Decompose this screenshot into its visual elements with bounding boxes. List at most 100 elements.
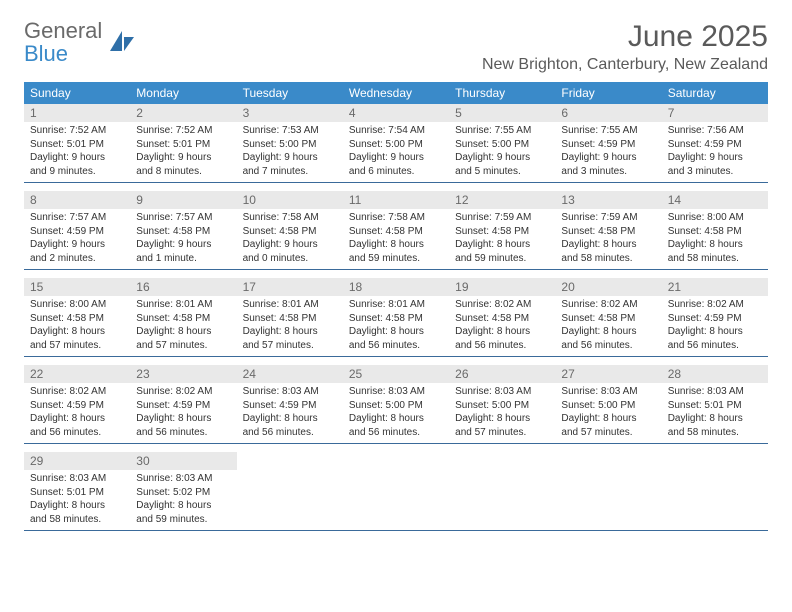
sunset-line: Sunset: 5:00 PM (455, 138, 549, 152)
month-title: June 2025 (482, 20, 768, 54)
day-details: Sunrise: 7:52 AMSunset: 5:01 PMDaylight:… (24, 122, 130, 182)
sunset-line: Sunset: 4:58 PM (136, 312, 230, 326)
sunrise-line: Sunrise: 7:53 AM (243, 124, 337, 138)
calendar-week: 1Sunrise: 7:52 AMSunset: 5:01 PMDaylight… (24, 104, 768, 183)
sunrise-line: Sunrise: 8:03 AM (30, 472, 124, 486)
sunrise-line: Sunrise: 8:03 AM (668, 385, 762, 399)
day-details: Sunrise: 7:57 AMSunset: 4:59 PMDaylight:… (24, 209, 130, 269)
day-number: 6 (555, 104, 661, 122)
calendar-week: 15Sunrise: 8:00 AMSunset: 4:58 PMDayligh… (24, 278, 768, 357)
dow-cell: Tuesday (237, 82, 343, 104)
daylight-line: Daylight: 8 hours and 57 minutes. (136, 325, 230, 352)
sunrise-line: Sunrise: 8:01 AM (349, 298, 443, 312)
calendar-day: 11Sunrise: 7:58 AMSunset: 4:58 PMDayligh… (343, 191, 449, 269)
day-number: 2 (130, 104, 236, 122)
day-number: 12 (449, 191, 555, 209)
day-details: Sunrise: 7:58 AMSunset: 4:58 PMDaylight:… (237, 209, 343, 269)
sunrise-line: Sunrise: 7:58 AM (243, 211, 337, 225)
day-details: Sunrise: 8:03 AMSunset: 5:00 PMDaylight:… (449, 383, 555, 443)
sunrise-line: Sunrise: 8:00 AM (30, 298, 124, 312)
day-number: 16 (130, 278, 236, 296)
day-number: 23 (130, 365, 236, 383)
calendar-day: 24Sunrise: 8:03 AMSunset: 4:59 PMDayligh… (237, 365, 343, 443)
day-number: 29 (24, 452, 130, 470)
day-of-week-header: SundayMondayTuesdayWednesdayThursdayFrid… (24, 82, 768, 104)
sunrise-line: Sunrise: 8:02 AM (455, 298, 549, 312)
dow-cell: Sunday (24, 82, 130, 104)
calendar-day: 26Sunrise: 8:03 AMSunset: 5:00 PMDayligh… (449, 365, 555, 443)
day-number: 10 (237, 191, 343, 209)
day-details: Sunrise: 8:03 AMSunset: 5:01 PMDaylight:… (662, 383, 768, 443)
day-number: 15 (24, 278, 130, 296)
day-number: 30 (130, 452, 236, 470)
dow-cell: Friday (555, 82, 661, 104)
daylight-line: Daylight: 8 hours and 56 minutes. (136, 412, 230, 439)
empty-day (555, 452, 661, 530)
sunset-line: Sunset: 4:58 PM (243, 225, 337, 239)
day-details: Sunrise: 7:55 AMSunset: 4:59 PMDaylight:… (555, 122, 661, 182)
day-details: Sunrise: 8:02 AMSunset: 4:59 PMDaylight:… (24, 383, 130, 443)
sunrise-line: Sunrise: 7:56 AM (668, 124, 762, 138)
daylight-line: Daylight: 8 hours and 56 minutes. (349, 325, 443, 352)
day-details: Sunrise: 7:56 AMSunset: 4:59 PMDaylight:… (662, 122, 768, 182)
sunset-line: Sunset: 4:58 PM (668, 225, 762, 239)
daylight-line: Daylight: 9 hours and 8 minutes. (136, 151, 230, 178)
daylight-line: Daylight: 8 hours and 59 minutes. (349, 238, 443, 265)
day-details: Sunrise: 8:03 AMSunset: 5:01 PMDaylight:… (24, 470, 130, 530)
calendar-day: 27Sunrise: 8:03 AMSunset: 5:00 PMDayligh… (555, 365, 661, 443)
day-details: Sunrise: 8:01 AMSunset: 4:58 PMDaylight:… (237, 296, 343, 356)
logo-general: General (24, 18, 102, 43)
calendar-page: General Blue June 2025 New Brighton, Can… (0, 0, 792, 559)
day-number: 8 (24, 191, 130, 209)
day-details: Sunrise: 8:02 AMSunset: 4:58 PMDaylight:… (449, 296, 555, 356)
calendar-day: 5Sunrise: 7:55 AMSunset: 5:00 PMDaylight… (449, 104, 555, 182)
day-details: Sunrise: 7:52 AMSunset: 5:01 PMDaylight:… (130, 122, 236, 182)
daylight-line: Daylight: 9 hours and 0 minutes. (243, 238, 337, 265)
calendar-day: 14Sunrise: 8:00 AMSunset: 4:58 PMDayligh… (662, 191, 768, 269)
daylight-line: Daylight: 8 hours and 57 minutes. (561, 412, 655, 439)
calendar-day: 20Sunrise: 8:02 AMSunset: 4:58 PMDayligh… (555, 278, 661, 356)
calendar-day: 3Sunrise: 7:53 AMSunset: 5:00 PMDaylight… (237, 104, 343, 182)
calendar-day: 12Sunrise: 7:59 AMSunset: 4:58 PMDayligh… (449, 191, 555, 269)
calendar-day: 4Sunrise: 7:54 AMSunset: 5:00 PMDaylight… (343, 104, 449, 182)
brand-logo: General Blue (24, 20, 136, 66)
sunrise-line: Sunrise: 7:59 AM (561, 211, 655, 225)
calendar-day: 30Sunrise: 8:03 AMSunset: 5:02 PMDayligh… (130, 452, 236, 530)
daylight-line: Daylight: 9 hours and 3 minutes. (668, 151, 762, 178)
day-details: Sunrise: 8:01 AMSunset: 4:58 PMDaylight:… (130, 296, 236, 356)
sunset-line: Sunset: 4:58 PM (349, 312, 443, 326)
calendar-day: 28Sunrise: 8:03 AMSunset: 5:01 PMDayligh… (662, 365, 768, 443)
calendar-week: 8Sunrise: 7:57 AMSunset: 4:59 PMDaylight… (24, 191, 768, 270)
sunset-line: Sunset: 4:59 PM (668, 138, 762, 152)
day-number: 13 (555, 191, 661, 209)
day-details: Sunrise: 8:01 AMSunset: 4:58 PMDaylight:… (343, 296, 449, 356)
daylight-line: Daylight: 9 hours and 7 minutes. (243, 151, 337, 178)
sunset-line: Sunset: 5:01 PM (30, 486, 124, 500)
sunrise-line: Sunrise: 7:54 AM (349, 124, 443, 138)
daylight-line: Daylight: 9 hours and 9 minutes. (30, 151, 124, 178)
day-details: Sunrise: 7:55 AMSunset: 5:00 PMDaylight:… (449, 122, 555, 182)
day-number: 22 (24, 365, 130, 383)
day-details: Sunrise: 7:59 AMSunset: 4:58 PMDaylight:… (449, 209, 555, 269)
day-details: Sunrise: 8:02 AMSunset: 4:59 PMDaylight:… (662, 296, 768, 356)
calendar-day: 7Sunrise: 7:56 AMSunset: 4:59 PMDaylight… (662, 104, 768, 182)
logo-text-block: General Blue (24, 20, 102, 66)
sunset-line: Sunset: 4:58 PM (561, 312, 655, 326)
page-header: General Blue June 2025 New Brighton, Can… (24, 20, 768, 74)
calendar-week: 29Sunrise: 8:03 AMSunset: 5:01 PMDayligh… (24, 452, 768, 531)
dow-cell: Saturday (662, 82, 768, 104)
day-details: Sunrise: 7:59 AMSunset: 4:58 PMDaylight:… (555, 209, 661, 269)
sunset-line: Sunset: 5:00 PM (561, 399, 655, 413)
day-details: Sunrise: 7:57 AMSunset: 4:58 PMDaylight:… (130, 209, 236, 269)
day-details: Sunrise: 8:02 AMSunset: 4:59 PMDaylight:… (130, 383, 236, 443)
sunrise-line: Sunrise: 7:57 AM (30, 211, 124, 225)
sunrise-line: Sunrise: 8:02 AM (668, 298, 762, 312)
calendar-day: 29Sunrise: 8:03 AMSunset: 5:01 PMDayligh… (24, 452, 130, 530)
sunrise-line: Sunrise: 7:57 AM (136, 211, 230, 225)
day-details: Sunrise: 8:03 AMSunset: 5:00 PMDaylight:… (343, 383, 449, 443)
daylight-line: Daylight: 9 hours and 2 minutes. (30, 238, 124, 265)
empty-day (343, 452, 449, 530)
sunset-line: Sunset: 4:59 PM (561, 138, 655, 152)
sunset-line: Sunset: 4:59 PM (30, 399, 124, 413)
daylight-line: Daylight: 9 hours and 3 minutes. (561, 151, 655, 178)
